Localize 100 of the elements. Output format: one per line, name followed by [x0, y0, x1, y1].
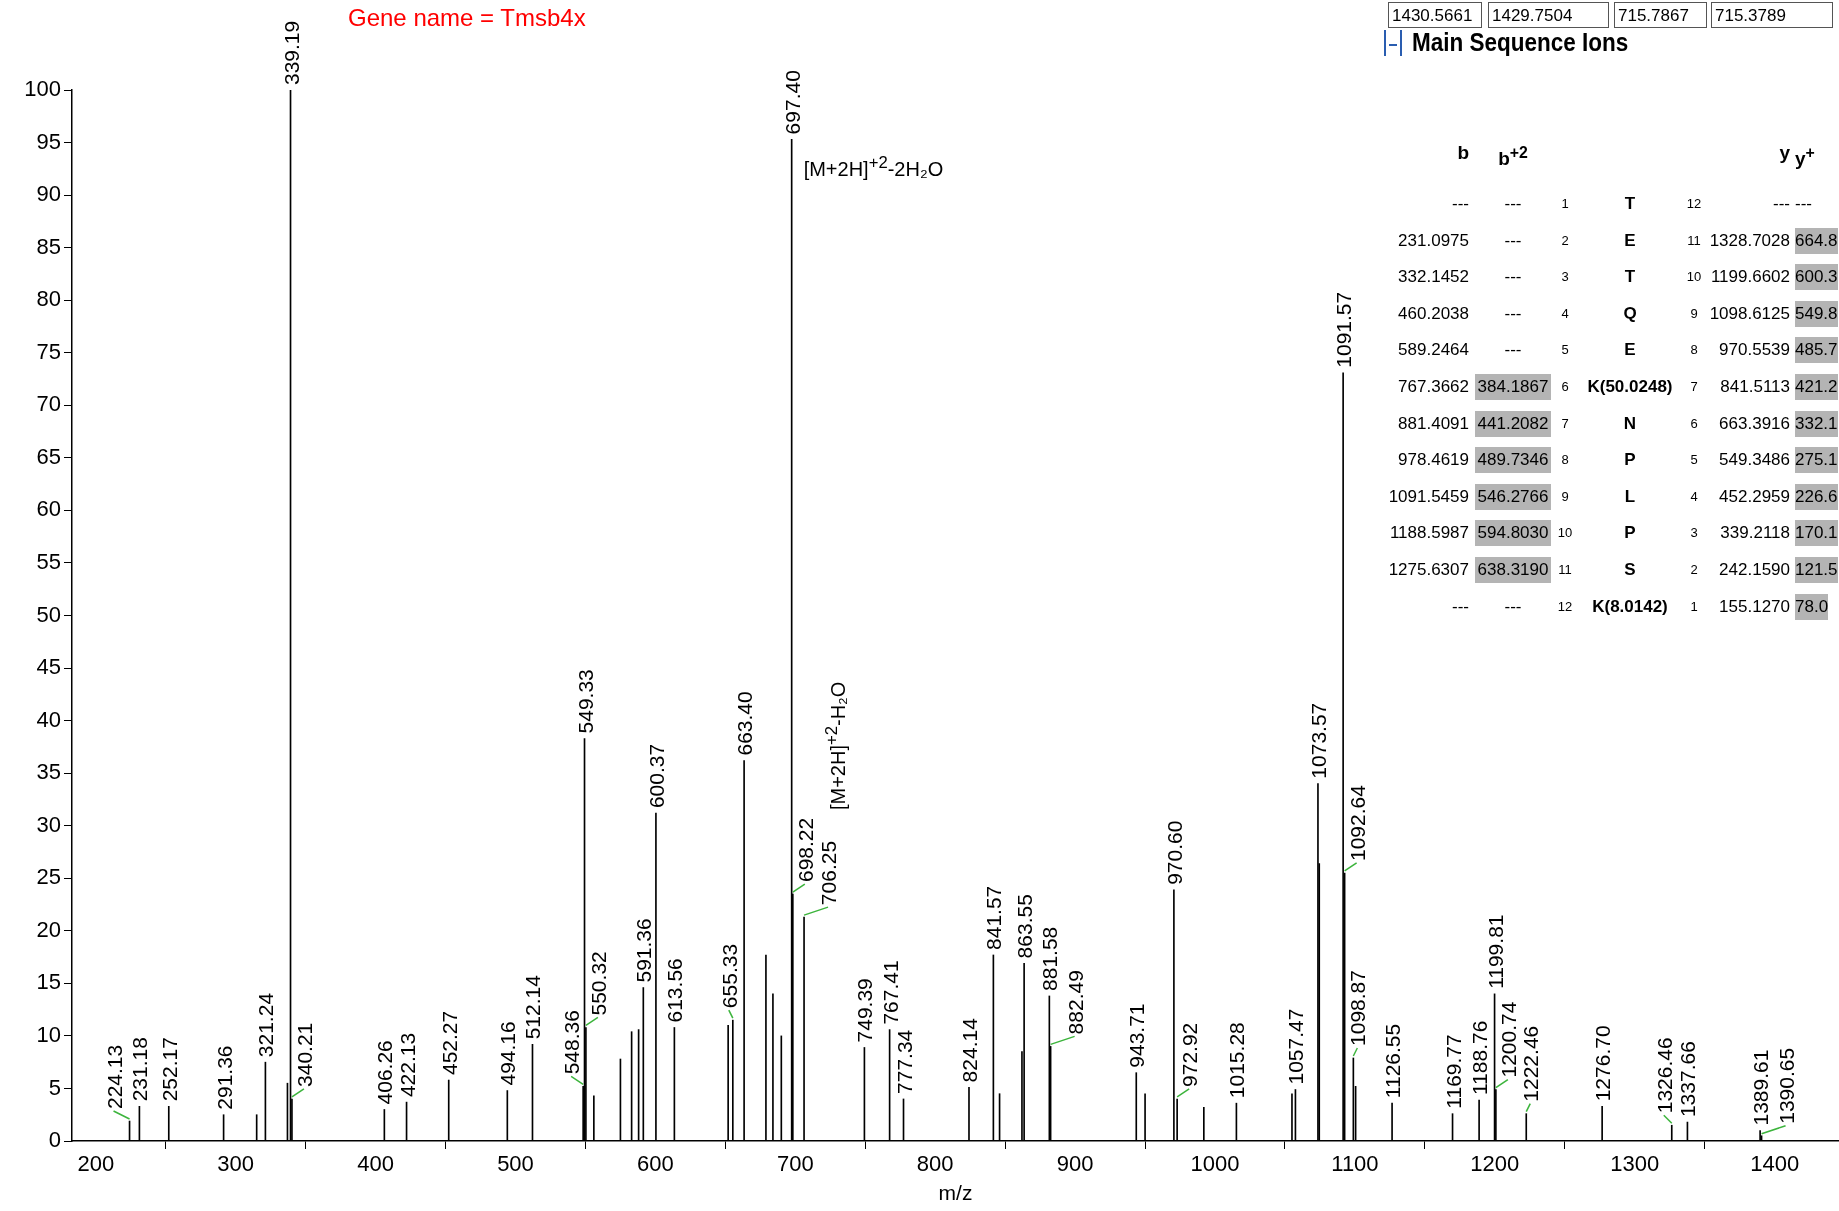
annotation: 655.33: [717, 943, 741, 1009]
annotation: 697.40: [780, 70, 804, 135]
annotation: 881.58: [1038, 926, 1062, 991]
x-tick-label: 300: [217, 1151, 255, 1177]
annotation: 706.25: [817, 840, 841, 906]
text: 1091.5459 546.2766 9 L 4 452.2959 226.6: [1388, 486, 1838, 506]
annotation: 1169.77: [1441, 1034, 1465, 1109]
annotation: 943.71: [1125, 1003, 1149, 1068]
text: Gene name = Tmsb4x: [348, 4, 586, 32]
y-tick-label: 25: [36, 864, 61, 890]
x-tick-label: 200: [77, 1151, 115, 1177]
x-tick-label: 500: [497, 1151, 534, 1177]
annotation: 452.27: [437, 1010, 461, 1076]
annotation: 1390.65: [1774, 1047, 1798, 1124]
y-tick-label: 20: [36, 916, 61, 942]
text: 1188.5987 594.8030 10 P 3 339.2118 170.1: [1389, 523, 1838, 543]
annotation: 613.56: [663, 958, 687, 1023]
annotation: 1073.57: [1306, 702, 1330, 779]
y-tick-label: 45: [36, 654, 61, 680]
annotation: 1126.55: [1381, 1023, 1405, 1099]
annotation: 494.16: [496, 1021, 520, 1086]
x-tick-label: 700: [776, 1151, 814, 1177]
y-tick-label: 40: [36, 706, 61, 732]
annotation: 1337.66: [1676, 1041, 1700, 1118]
annotation: 767.41: [878, 960, 902, 1025]
annotation: 1389.61: [1749, 1049, 1773, 1126]
y-tick-label: 15: [36, 969, 61, 995]
y-tick-label: 5: [48, 1074, 61, 1100]
y-tick-label: 35: [36, 759, 61, 785]
x-tick-label: 1000: [1190, 1151, 1240, 1177]
annotation: 406.26: [373, 1040, 397, 1105]
annotation: 321.24: [254, 992, 278, 1058]
text: Main Sequence Ions: [1412, 28, 1629, 57]
y-tick-label: 30: [36, 811, 61, 837]
annotation: 549.33: [573, 669, 597, 734]
annotation: 698.22: [793, 817, 817, 883]
text: 978.4619 489.7346 8 P 5 549.3486 275.1: [1398, 450, 1838, 470]
annotation: 824.14: [957, 1017, 981, 1083]
annotation: 339.19: [279, 20, 303, 85]
x-tick-label: 1300: [1610, 1151, 1660, 1177]
y-tick-label: 10: [36, 1021, 61, 1047]
annotation: 600.37: [644, 743, 668, 809]
y-tick-label: 60: [36, 496, 61, 522]
y-tick-label: 55: [36, 549, 61, 575]
text: 460.2038 --- 4 Q 9 1098.6125 549.8: [1398, 303, 1838, 323]
annotation: 1092.64: [1345, 784, 1369, 861]
annotation: [M+2H]$^{+2}$-2H₂O: [803, 153, 944, 182]
annotation: 1057.47: [1284, 1008, 1308, 1085]
y-tick-label: 95: [36, 128, 61, 154]
x-axis-title: m/z: [938, 1181, 973, 1205]
annotation: 749.39: [853, 978, 877, 1043]
annotation: 1188.76: [1468, 1020, 1492, 1096]
annotation: 548.36: [560, 1010, 584, 1075]
annotation: 972.92: [1178, 1022, 1202, 1087]
annotation: 1276.70: [1591, 1025, 1615, 1102]
text: 1275.6307 638.3190 11 S 2 242.1590 121.5: [1388, 560, 1838, 579]
x-tick-label: 800: [916, 1151, 954, 1177]
annotation: 777.34: [892, 1029, 916, 1094]
annotation: 591.36: [632, 918, 656, 983]
annotation: 970.60: [1162, 820, 1186, 885]
text: b b$^{+2}$ y y$^{+}$: [1457, 142, 1815, 170]
annotation: 1200.74: [1496, 1001, 1520, 1078]
y-tick-label: 70: [36, 391, 61, 417]
annotation: 1199.81: [1483, 914, 1507, 989]
y-tick-label: 0: [48, 1127, 61, 1153]
annotation: 863.55: [1013, 894, 1037, 959]
y-tick-label: 50: [36, 601, 61, 627]
y-tick-label: 85: [36, 233, 61, 259]
annotation: 663.40: [733, 691, 757, 756]
text: --- --- 12 K(8.0142) 1 155.1270 78.0: [1452, 596, 1829, 616]
annotation: 291.36: [212, 1045, 236, 1110]
annotation: 1326.46: [1652, 1037, 1676, 1114]
annotation: 841.57: [982, 885, 1006, 950]
annotation: 1015.28: [1225, 1022, 1249, 1099]
annotation: 1222.46: [1519, 1025, 1543, 1102]
annotation: 1091.57: [1332, 291, 1356, 368]
text: --- --- 1 T 12 --- ---: [1452, 194, 1812, 213]
y-tick-label: 90: [36, 181, 61, 207]
annotation: 224.13: [102, 1044, 126, 1110]
annotation: 550.32: [586, 951, 610, 1016]
annotation: 882.49: [1063, 970, 1087, 1035]
text: 589.2464 --- 5 E 8 970.5539 485.7: [1398, 340, 1838, 360]
annotation: 231.18: [128, 1037, 152, 1102]
x-tick-label: 900: [1056, 1151, 1094, 1177]
x-tick-label: 400: [357, 1151, 394, 1177]
x-tick-label: 600: [637, 1151, 674, 1177]
annotation: 422.13: [395, 1032, 419, 1098]
text: 231.0975 --- 2 E 11 1328.7028 664.8: [1398, 230, 1838, 250]
x-tick-label: 1400: [1750, 1151, 1800, 1177]
annotation: 340.21: [292, 1022, 316, 1087]
annotation: 1098.87: [1346, 970, 1370, 1046]
text: 767.3662 384.1867 6 K(50.0248) 7 841.5113 421.2: [1398, 377, 1838, 396]
y-tick-label: 80: [36, 286, 61, 312]
y-tick-label: 100: [24, 76, 61, 102]
text: 1430.5661 1429.7504 715.7867 715.3789: [1392, 6, 1786, 25]
text: 881.4091 441.2082 7 N 6 663.3916 332.1: [1398, 413, 1838, 433]
x-tick-label: 1100: [1331, 1151, 1379, 1177]
y-tick-label: 75: [36, 338, 61, 364]
y-tick-label: 65: [36, 443, 61, 469]
annotation: 512.14: [521, 974, 545, 1040]
